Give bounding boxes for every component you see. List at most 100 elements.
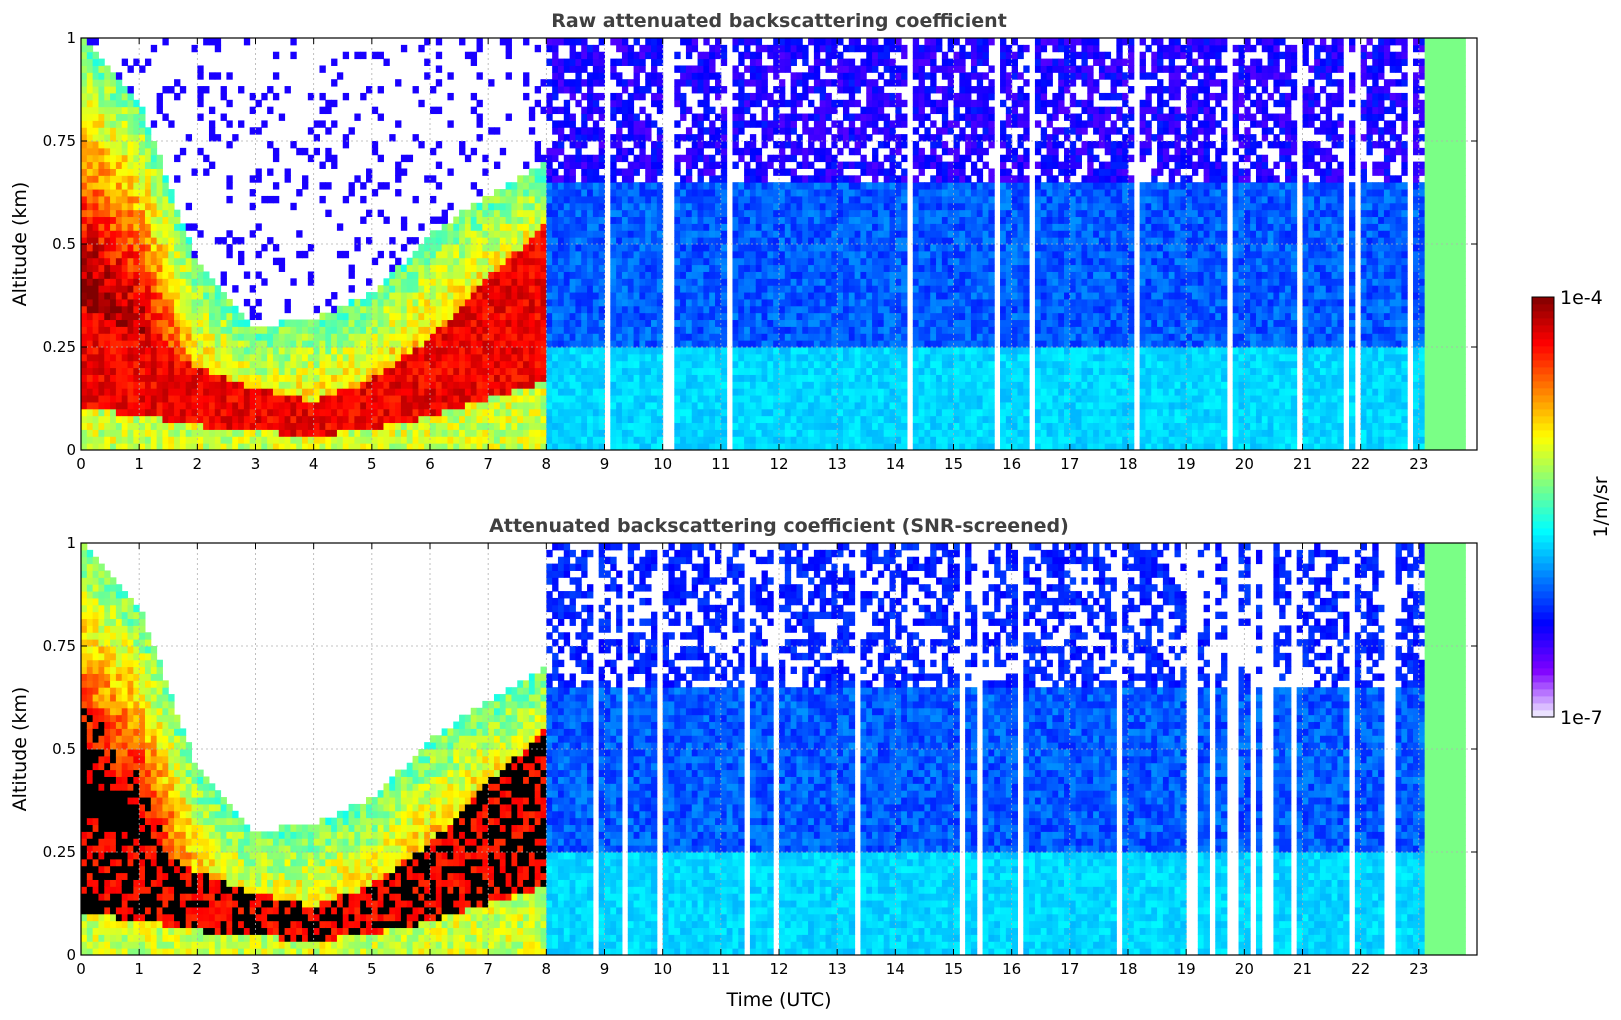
heatmap-cell [709,230,716,238]
heatmap-cell [697,65,704,73]
heatmap-cell [738,312,745,321]
heatmap-cell [569,223,576,231]
heatmap-cell [610,347,617,355]
heatmap-cell [755,292,763,300]
heatmap-cell [144,326,152,334]
heatmap-cell [92,154,99,163]
heatmap-cell [319,65,326,73]
heatmap-cell [674,388,681,396]
heatmap-cell [435,326,443,334]
heatmap-cell [226,347,233,355]
heatmap-cell [761,92,768,101]
heatmap-cell [645,120,652,128]
heatmap-cell [127,202,134,211]
heatmap-cell [767,195,774,204]
heatmap-cell [81,237,88,245]
heatmap-cell [395,278,402,286]
heatmap-cell [249,436,256,444]
heatmap-cell [784,278,792,286]
heatmap-cell [156,257,163,266]
heatmap-cell [86,244,94,252]
heatmap-cell [581,127,588,135]
heatmap-cell [127,106,134,115]
heatmap-cell [598,436,605,444]
heatmap-cell [98,443,105,450]
heatmap-cell [651,422,658,430]
heatmap-cell [371,326,379,334]
heatmap-cell [418,360,425,369]
heatmap-cell [639,401,646,410]
heatmap-cell [110,401,117,410]
heatmap-cell [790,443,797,450]
heatmap-cell [453,422,460,430]
heatmap-cell [139,223,146,231]
heatmap-cell [511,367,518,375]
heatmap-cell [732,161,739,169]
heatmap-cell [552,51,559,60]
heatmap-cell [767,395,774,403]
heatmap-cell [645,168,652,176]
heatmap-cell [598,195,605,204]
heatmap-cell [639,264,646,272]
heatmap-cell [168,408,175,417]
heatmap-cell [261,195,268,204]
heatmap-cell [587,99,594,108]
heatmap-cell [441,326,448,334]
heatmap-cell [645,395,652,403]
heatmap-cell [680,99,687,108]
heatmap-cell [441,237,448,245]
heatmap-cell [499,360,507,369]
heatmap-cell [598,271,605,279]
heatmap-cell [162,312,169,321]
heatmap-cell [517,422,524,430]
heatmap-cell [255,429,262,437]
heatmap-cell [156,353,163,362]
heatmap-cell [592,333,600,341]
heatmap-cell [680,175,687,183]
heatmap-cell [738,443,745,450]
heatmap-cell [499,216,507,224]
heatmap-cell [115,92,123,101]
heatmap-cell [790,79,797,87]
heatmap-cell [441,230,448,238]
heatmap-cell [749,319,757,327]
heatmap-cell [523,298,530,307]
heatmap-cell [761,86,768,94]
heatmap-cell [453,216,460,224]
heatmap-cell [651,189,658,197]
heatmap-cell [755,340,763,348]
heatmap-cell [680,92,687,101]
heatmap-cell [680,154,687,163]
heatmap-cell [430,278,437,286]
heatmap-cell [697,326,704,334]
heatmap-cell [685,223,693,231]
heatmap-cell [418,381,425,389]
heatmap-cell [517,278,524,286]
heatmap-cell [267,401,274,410]
heatmap-cell [784,443,792,450]
heatmap-cell [639,195,646,204]
heatmap-cell [470,388,478,396]
heatmap-cell [139,360,146,369]
heatmap-cell [493,278,501,286]
heatmap-cell [150,230,158,238]
heatmap-cell [575,319,582,327]
heatmap-cell [767,443,774,450]
heatmap-cell [633,347,640,355]
heatmap-cell [488,237,495,245]
heatmap-cell [441,388,448,396]
heatmap-cell [208,353,216,362]
heatmap-cell [226,388,233,396]
heatmap-cell [272,415,280,424]
heatmap-cell [197,353,204,362]
heatmap-cell [680,223,687,231]
heatmap-cell [156,278,163,286]
heatmap-cell [424,353,431,362]
heatmap-cell [86,401,94,410]
heatmap-cell [127,86,134,94]
heatmap-cell [761,395,768,403]
heatmap-cell [674,395,681,403]
heatmap-cell [598,429,605,437]
heatmap-cell [738,395,745,403]
heatmap-cell [447,429,454,437]
